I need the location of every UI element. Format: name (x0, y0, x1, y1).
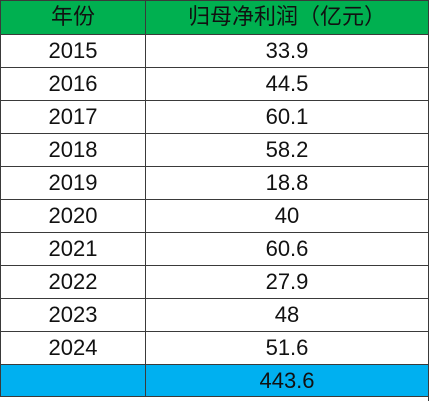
cell-year[interactable]: 2018 (0, 133, 146, 167)
table-row: 2018 58.2 (0, 133, 429, 167)
table-row: 2022 27.9 (0, 265, 429, 299)
cell-year[interactable]: 2016 (0, 67, 146, 101)
cell-value[interactable]: 33.9 (145, 34, 429, 68)
total-row: 443.6 (0, 364, 429, 397)
table-row: 2023 48 (0, 298, 429, 332)
table-row: 2024 51.6 (0, 331, 429, 365)
cell-value[interactable]: 44.5 (145, 67, 429, 101)
table-row: 2020 40 (0, 199, 429, 233)
total-value-cell[interactable]: 443.6 (145, 364, 429, 397)
table-row: 2019 18.8 (0, 166, 429, 200)
table-row: 2021 60.6 (0, 232, 429, 266)
cell-year[interactable]: 2020 (0, 199, 146, 233)
header-year[interactable]: 年份 (0, 0, 146, 35)
table-row: 2017 60.1 (0, 100, 429, 134)
total-label-cell[interactable] (0, 364, 146, 397)
cell-value[interactable]: 60.1 (145, 100, 429, 134)
cell-value[interactable]: 27.9 (145, 265, 429, 299)
cell-value[interactable]: 18.8 (145, 166, 429, 200)
cell-year[interactable]: 2024 (0, 331, 146, 365)
cell-value[interactable]: 40 (145, 199, 429, 233)
cell-value[interactable]: 60.6 (145, 232, 429, 266)
cell-value[interactable]: 48 (145, 298, 429, 332)
table-row: 2016 44.5 (0, 67, 429, 101)
cell-year[interactable]: 2023 (0, 298, 146, 332)
header-row: 年份 归母净利润（亿元） (0, 0, 429, 35)
cell-year[interactable]: 2015 (0, 34, 146, 68)
cell-year[interactable]: 2019 (0, 166, 146, 200)
cell-value[interactable]: 58.2 (145, 133, 429, 167)
cell-year[interactable]: 2017 (0, 100, 146, 134)
table-row: 2015 33.9 (0, 34, 429, 68)
cell-year[interactable]: 2021 (0, 232, 146, 266)
header-net-profit[interactable]: 归母净利润（亿元） (145, 0, 429, 35)
cell-value[interactable]: 51.6 (145, 331, 429, 365)
cell-year[interactable]: 2022 (0, 265, 146, 299)
